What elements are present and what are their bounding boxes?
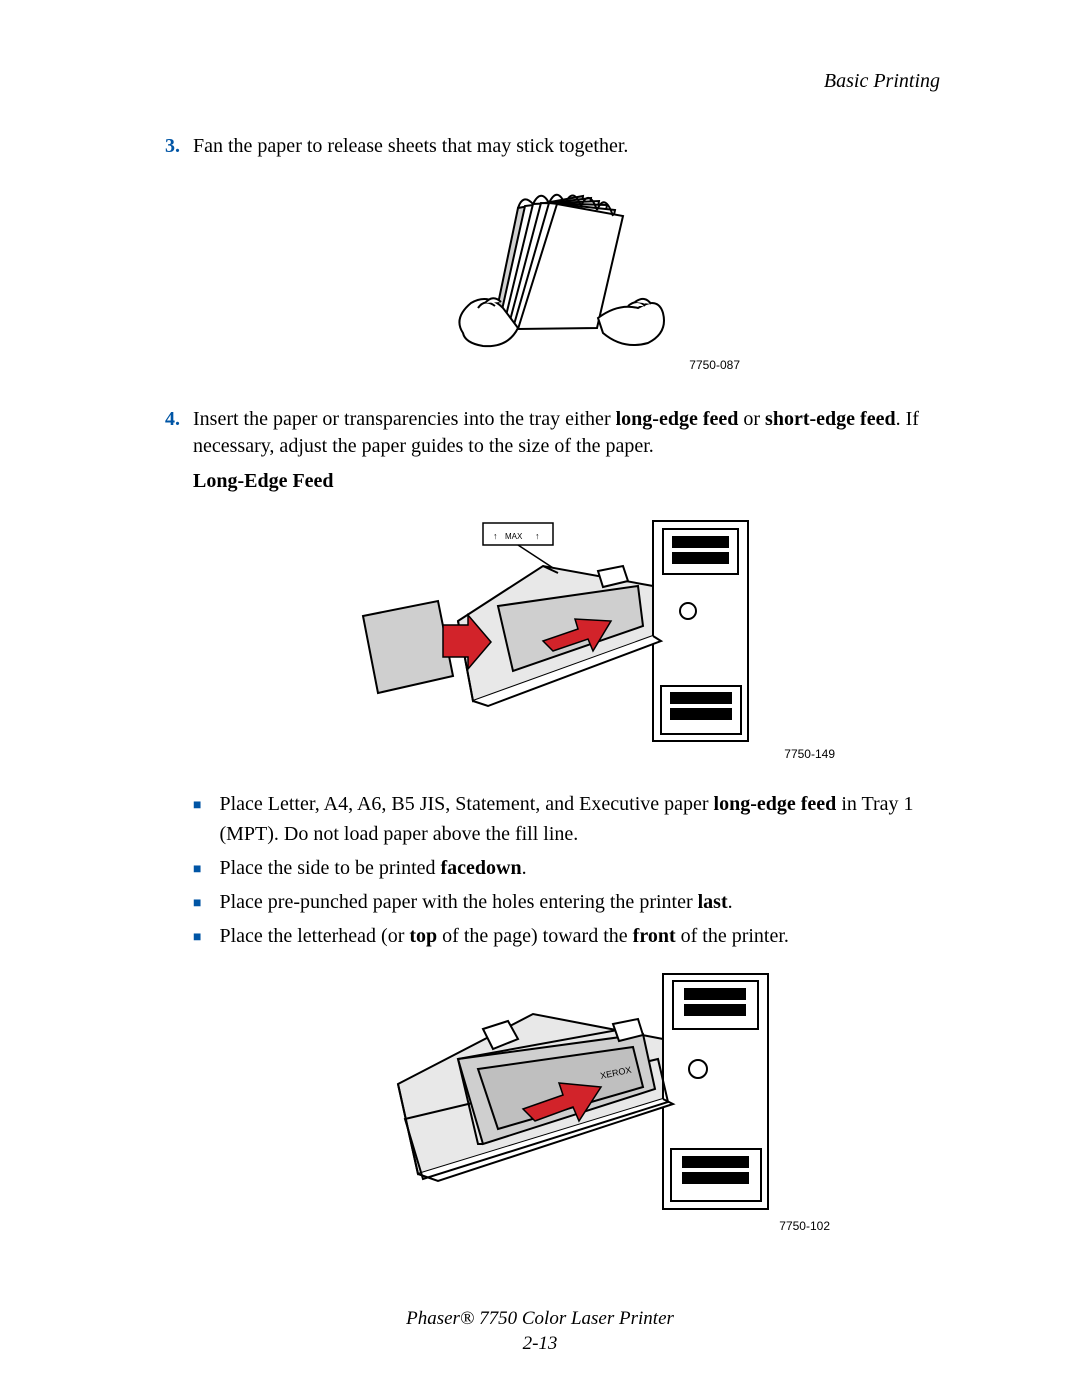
bullet-marker-icon: ■: [193, 859, 201, 883]
bullet-marker-icon: ■: [193, 795, 201, 849]
figure-code: 7750-149: [784, 747, 835, 761]
figure-code: 7750-087: [689, 358, 740, 372]
page-footer: Phaser® 7750 Color Laser Printer 2-13: [0, 1306, 1080, 1357]
step-text: Insert the paper or transparencies into …: [193, 406, 940, 460]
bullet-item: ■ Place pre-punched paper with the holes…: [193, 887, 940, 917]
svg-text:↑: ↑: [493, 531, 498, 541]
subheading-long-edge: Long-Edge Feed: [193, 470, 940, 493]
section-title: Basic Printing: [824, 70, 940, 92]
bullet-marker-icon: ■: [193, 927, 201, 951]
figure-code: 7750-102: [779, 1219, 830, 1233]
bullet-item: ■ Place the side to be printed facedown.: [193, 853, 940, 883]
page-header: Basic Printing: [165, 70, 940, 93]
fan-paper-illustration: [423, 178, 683, 368]
step-text: Fan the paper to release sheets that may…: [193, 133, 940, 160]
step-number: 3.: [165, 133, 193, 160]
step-3: 3. Fan the paper to release sheets that …: [165, 133, 940, 160]
bullet-item: ■ Place the letterhead (or top of the pa…: [193, 921, 940, 951]
bullet-marker-icon: ■: [193, 893, 201, 917]
step-number: 4.: [165, 406, 193, 460]
figure-tray-long-edge: ↑ MAX ↑ 7750-1: [165, 511, 940, 761]
figure-fan-paper: 7750-087: [165, 178, 940, 378]
footer-product: Phaser® 7750 Color Laser Printer: [0, 1306, 1080, 1332]
step-4: 4. Insert the paper or transparencies in…: [165, 406, 940, 460]
footer-page-number: 2-13: [0, 1331, 1080, 1357]
svg-text:↑: ↑: [535, 531, 540, 541]
bullet-item: ■ Place Letter, A4, A6, B5 JIS, Statemen…: [193, 789, 940, 849]
figure-tray-letterhead: XEROX 7750-102: [165, 969, 940, 1229]
tray-illustration-2: XEROX: [323, 969, 783, 1219]
bullet-list: ■ Place Letter, A4, A6, B5 JIS, Statemen…: [193, 789, 940, 951]
tray-illustration-1: ↑ MAX ↑: [343, 511, 763, 756]
max-label: MAX: [505, 532, 523, 541]
manual-page: Basic Printing 3. Fan the paper to relea…: [0, 0, 1080, 1397]
